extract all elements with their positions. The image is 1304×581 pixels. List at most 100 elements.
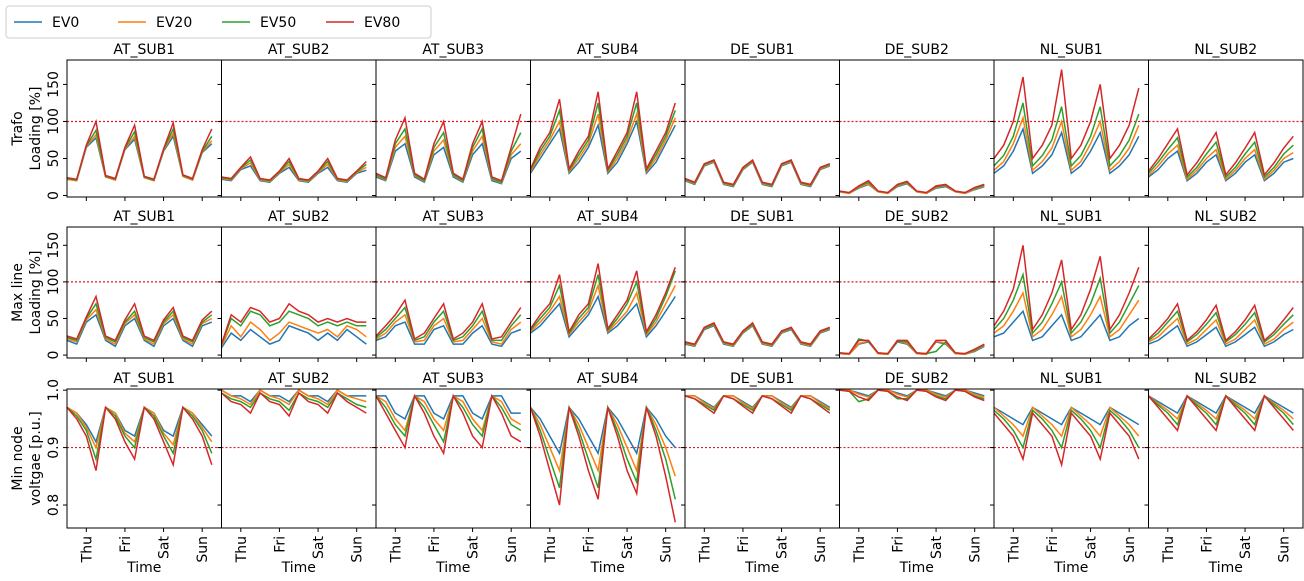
series-line xyxy=(221,321,367,347)
y-tick-label: 100 xyxy=(46,108,62,135)
series-line xyxy=(67,302,213,343)
x-tick-label: Sat xyxy=(157,536,173,559)
panel-title: NL_SUB2 xyxy=(1194,371,1257,387)
x-tick-label: Sat xyxy=(1084,536,1100,559)
series-line xyxy=(376,393,522,456)
series-line xyxy=(376,394,522,432)
panel-title: DE_SUB1 xyxy=(730,209,794,225)
series-line xyxy=(1148,143,1294,181)
series-line xyxy=(839,179,985,194)
series-line xyxy=(839,339,985,355)
panel-title: AT_SUB3 xyxy=(422,42,484,58)
series-line xyxy=(221,310,367,346)
series-line xyxy=(530,282,676,337)
panel-title: AT_SUB3 xyxy=(422,371,484,387)
y-tick-label: 50 xyxy=(46,150,62,168)
series-line xyxy=(376,395,521,420)
panel-title: NL_SUB1 xyxy=(1040,209,1103,225)
x-tick-label: Sun xyxy=(659,536,675,563)
series-line xyxy=(376,142,522,185)
y-tick-label: 0 xyxy=(46,191,62,200)
series-line xyxy=(67,405,213,463)
series-line xyxy=(1148,136,1294,179)
y-axis-label: Max line xyxy=(10,263,26,322)
y-tick-label: 0.9 xyxy=(46,436,62,458)
x-tick-label: Fri xyxy=(118,536,134,553)
panel-frame xyxy=(993,59,1149,198)
y-tick-label: 0.8 xyxy=(46,494,62,516)
x-tick-label: Sat xyxy=(466,536,482,559)
series-line xyxy=(376,321,522,348)
series-line xyxy=(530,263,677,334)
x-tick-label: Thu xyxy=(388,536,404,563)
x-tick-label: Fri xyxy=(427,536,443,553)
series-line xyxy=(67,313,213,348)
series-line xyxy=(685,323,831,346)
panel-title: DE_SUB1 xyxy=(730,371,794,387)
legend-label: EV20 xyxy=(156,15,192,31)
x-tick-label: Fri xyxy=(581,536,597,553)
x-tick-label: Fri xyxy=(1045,536,1061,553)
panel-frame xyxy=(1148,388,1304,529)
series-line xyxy=(994,114,1140,172)
series-line xyxy=(376,313,522,345)
x-tick-label: Sun xyxy=(1277,536,1293,563)
panel-title: AT_SUB3 xyxy=(422,209,484,225)
series-line xyxy=(685,161,831,188)
series-line xyxy=(1148,301,1294,342)
panel-title: AT_SUB2 xyxy=(268,42,330,58)
x-tick-label: Thu xyxy=(1006,536,1022,563)
series-line xyxy=(994,408,1140,450)
series-line xyxy=(221,324,367,349)
series-line xyxy=(221,158,367,182)
x-tick-label: Sat xyxy=(1238,536,1254,559)
panel-frame xyxy=(221,388,377,529)
series-line xyxy=(994,102,1140,168)
series-line xyxy=(994,126,1140,175)
panel-title: AT_SUB2 xyxy=(268,209,330,225)
panel-title: AT_SUB1 xyxy=(113,209,175,225)
series-line xyxy=(994,245,1140,332)
x-tick-label: Sat xyxy=(620,536,636,559)
x-tick-label: Fri xyxy=(736,536,752,553)
y-tick-label: 50 xyxy=(46,310,62,328)
panel-frame xyxy=(530,59,686,198)
series-line xyxy=(530,270,677,336)
x-axis-label: Time xyxy=(435,560,470,576)
series-line xyxy=(376,126,522,184)
x-tick-label: Sun xyxy=(195,536,211,563)
panel-title: AT_SUB2 xyxy=(268,371,330,387)
panel-title: DE_SUB2 xyxy=(885,371,949,387)
series-line xyxy=(221,391,367,418)
x-tick-label: Thu xyxy=(697,536,713,563)
series-line xyxy=(221,391,367,412)
panel-frame xyxy=(839,59,995,198)
x-axis-label: Time xyxy=(1208,560,1243,576)
x-axis-label: Time xyxy=(1053,560,1088,576)
series-line xyxy=(221,389,367,406)
x-tick-label: Sat xyxy=(311,536,327,559)
series-line xyxy=(839,389,985,402)
x-tick-label: Thu xyxy=(543,536,559,563)
x-axis-label: Time xyxy=(126,560,161,576)
y-axis-label: Loading [%] xyxy=(28,251,44,335)
y-tick-label: 100 xyxy=(46,269,62,296)
series-line xyxy=(994,69,1140,161)
series-line xyxy=(67,294,213,342)
x-tick-label: Sun xyxy=(350,536,366,563)
panel-frame xyxy=(839,388,995,529)
series-line xyxy=(530,111,676,174)
series-line xyxy=(530,102,677,173)
y-axis-label: Trafo xyxy=(10,111,26,146)
series-line xyxy=(1148,317,1294,346)
series-line xyxy=(221,302,367,345)
series-line xyxy=(530,91,677,172)
series-line xyxy=(685,158,831,186)
series-line xyxy=(221,155,367,181)
legend-label: EV0 xyxy=(52,15,79,31)
series-line xyxy=(1148,394,1294,432)
series-line xyxy=(1148,149,1294,182)
x-axis-label: Time xyxy=(590,560,625,576)
